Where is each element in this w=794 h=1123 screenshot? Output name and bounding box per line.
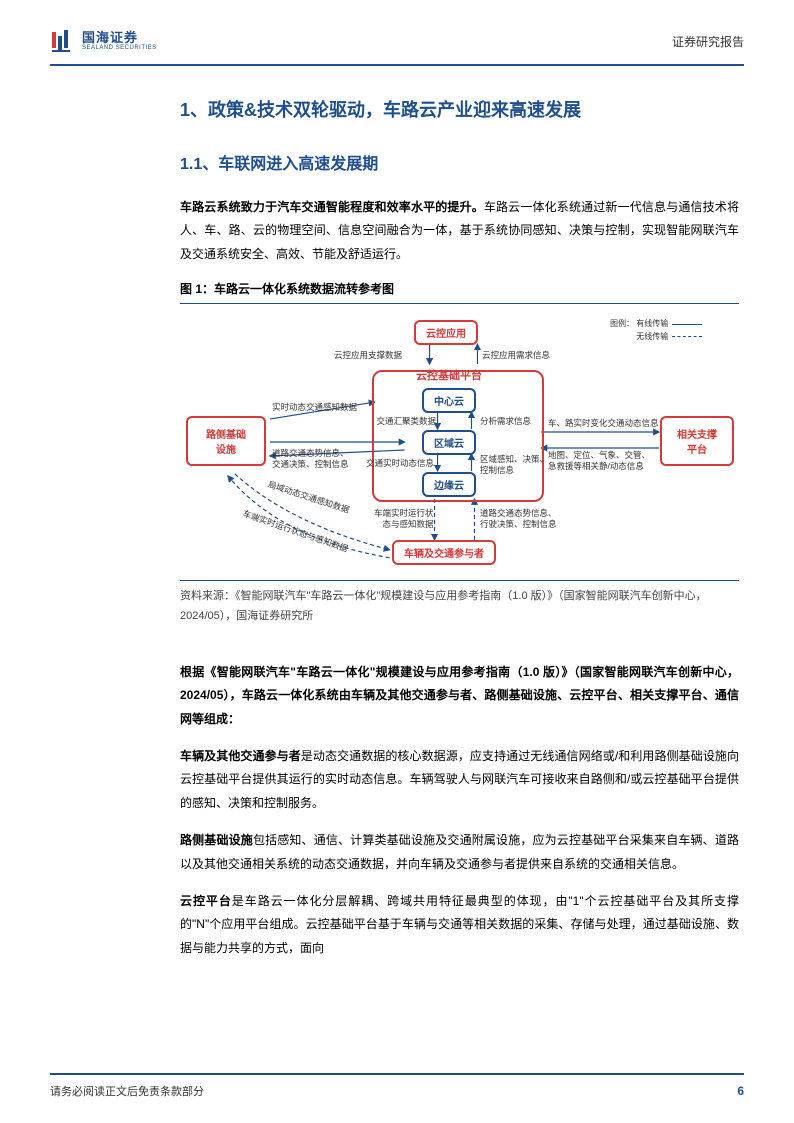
logo: 国海证券 SEALAND SECURITIES — [50, 28, 157, 54]
d-label-6: 区域感知、决策、 控制信息 — [480, 454, 548, 476]
paragraph-4: 路侧基础设施包括感知、通信、计算类基础设施及交通附属设施，应为云控基础平台采集来… — [180, 829, 739, 876]
para4-bold: 路侧基础设施 — [180, 833, 253, 847]
figure-source: 资料来源：《智能网联汽车"车路云一体化"规模建设与应用参考指南（1.0 版）》（… — [180, 580, 739, 627]
heading-1: 1、政策&技术双轮驱动，车路云产业迎来高速发展 — [180, 96, 739, 122]
d-label-2: 云控应用需求信息 — [482, 350, 550, 361]
d-label-1: 云控应用支撑数据 — [334, 350, 402, 361]
node-support: 相关支撑 平台 — [660, 416, 734, 466]
d-label-14: 道路交通态势信息、 行驶决策、控制信息 — [480, 508, 557, 530]
content-area: 1、政策&技术双轮驱动，车路云产业迎来高速发展 1.1、车联网进入高速发展期 车… — [0, 66, 794, 960]
para5-rest: 是车路云一体化分层解耦、跨域共用特征最典型的体现，由"1"个云控基础平台及其所支… — [180, 894, 739, 955]
logo-text: 国海证券 SEALAND SECURITIES — [82, 31, 157, 52]
para5-bold: 云控平台 — [180, 894, 232, 908]
d-label-8: 道路交通态势信息、 交通决策、控制信息 — [272, 448, 349, 470]
d-label-9: 车、路实时变化交通动态信息 — [548, 418, 659, 429]
paragraph-5: 云控平台是车路云一体化分层解耦、跨域共用特征最典型的体现，由"1"个云控基础平台… — [180, 890, 739, 960]
legend-solid-text: 有线传输 — [636, 319, 668, 328]
paragraph-1: 车路云系统致力于汽车交通智能程度和效率水平的提升。车路云一体化系统通过新一代信息… — [180, 196, 739, 266]
d-label-13: 车端实时运行状 态与感知数据 — [374, 508, 434, 530]
para3-bold: 车辆及其他交通参与者 — [180, 749, 301, 763]
logo-cn: 国海证券 — [82, 31, 157, 45]
logo-en: SEALAND SECURITIES — [82, 45, 157, 52]
d-label-7: 实时动态交通感知数据 — [272, 402, 357, 413]
node-participants: 车辆及交通参与者 — [392, 540, 496, 565]
page-header: 国海证券 SEALAND SECURITIES 证券研究报告 — [50, 0, 744, 66]
d-label-3: 交通汇聚类数据 — [376, 416, 436, 427]
legend-dashed-text: 无线传输 — [636, 332, 668, 341]
header-report-type: 证券研究报告 — [672, 33, 744, 50]
para1-bold: 车路云系统致力于汽车交通智能程度和效率水平的提升。 — [180, 200, 484, 214]
d-label-11: 局域动态交通感知数据 — [266, 479, 350, 516]
diagram: 云控应用 云控基础平台 中心云 区域云 边缘云 路侧基础 设施 相关支撑 平台 … — [180, 314, 739, 574]
d-label-10: 地图、定位、气象、交管、 急救援等相关静/动态信息 — [548, 450, 650, 472]
footer-disclaimer: 请务必阅读正文后免责条款部分 — [50, 1083, 204, 1099]
node-center-cloud: 中心云 — [422, 388, 476, 413]
node-yunkong-base: 云控基础平台 — [406, 364, 492, 386]
figure-caption: 图 1：车路云一体化系统数据流转参考图 — [180, 280, 739, 304]
para2-text: 根据《智能网联汽车"车路云一体化"规模建设与应用参考指南（1.0 版）》（国家智… — [180, 665, 739, 726]
node-region-cloud: 区域云 — [422, 430, 476, 455]
d-label-5: 交通实时动态信息 — [364, 458, 434, 469]
page-footer: 请务必阅读正文后免责条款部分 6 — [50, 1073, 744, 1099]
node-roadside: 路侧基础 设施 — [186, 416, 266, 466]
heading-2: 1.1、车联网进入高速发展期 — [180, 150, 739, 174]
d-label-12: 车端实时运行状态与感知数据 — [241, 508, 349, 554]
page-number: 6 — [737, 1084, 744, 1098]
node-edge-cloud: 边缘云 — [422, 472, 476, 497]
paragraph-3: 车辆及其他交通参与者是动态交通数据的核心数据源，应支持通过无线通信网络或/和利用… — [180, 745, 739, 815]
d-label-4: 分析需求信息 — [480, 416, 531, 427]
paragraph-2: 根据《智能网联汽车"车路云一体化"规模建设与应用参考指南（1.0 版）》（国家智… — [180, 661, 739, 731]
node-yunkong-app: 云控应用 — [414, 320, 478, 345]
para4-rest: 包括感知、通信、计算类基础设施及交通附属设施，应为云控基础平台采集来自车辆、道路… — [180, 833, 739, 870]
company-logo-icon — [50, 28, 76, 54]
legend-label: 图例： — [610, 319, 634, 328]
diagram-legend: 图例： 有线传输 图例： 无线传输 — [610, 318, 702, 344]
